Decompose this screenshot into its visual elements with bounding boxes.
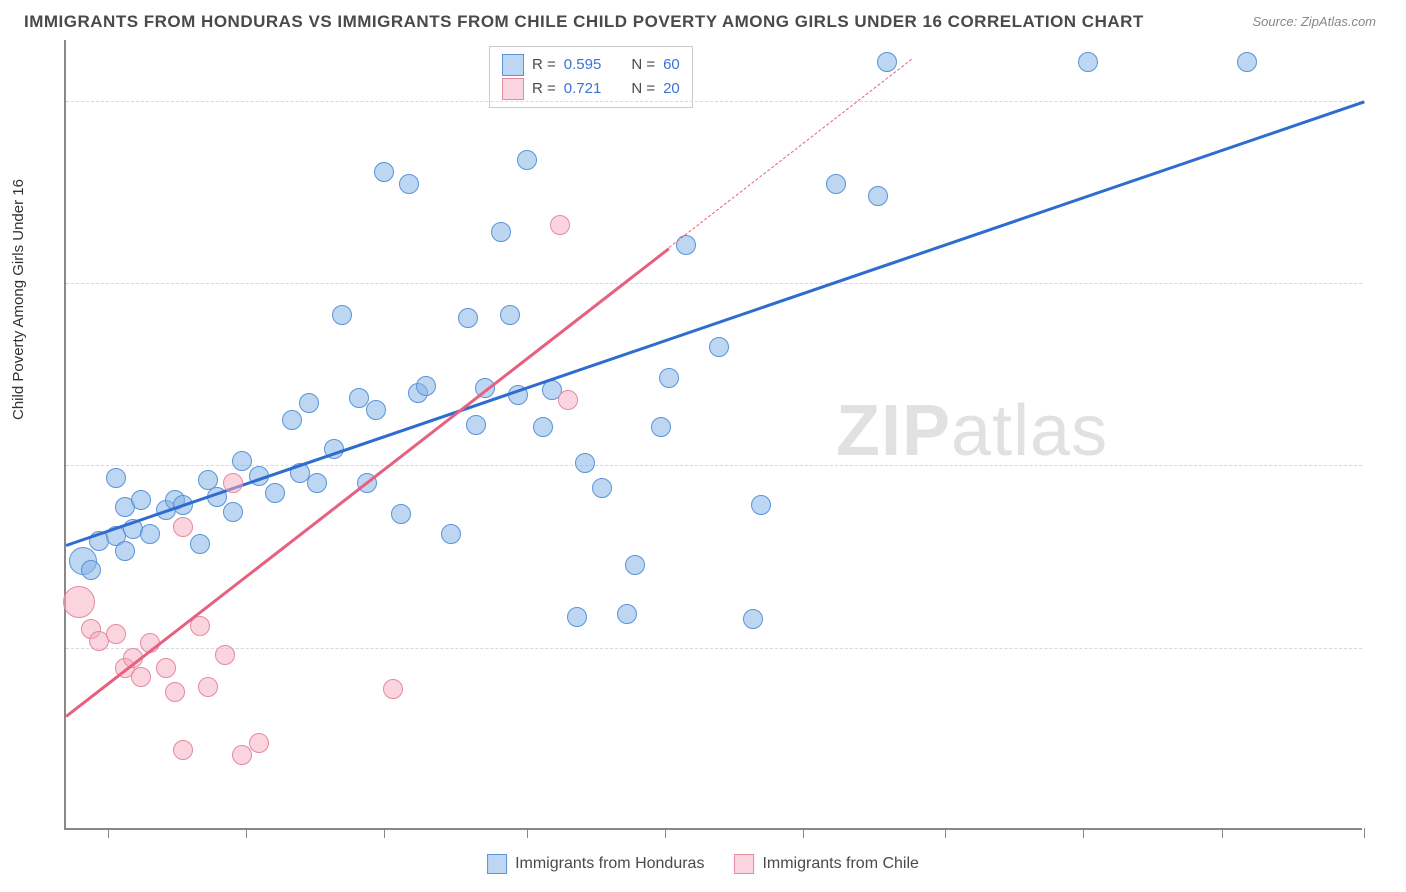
stats-legend-row-honduras: R = 0.595 N = 60: [502, 53, 680, 77]
stat-r-label: R =: [532, 77, 556, 101]
data-point-honduras: [567, 607, 587, 627]
data-point-honduras: [659, 368, 679, 388]
data-point-chile: [156, 658, 176, 678]
data-point-chile: [550, 215, 570, 235]
bottom-legend-item: Immigrants from Chile: [734, 854, 918, 874]
data-point-chile: [106, 624, 126, 644]
data-point-honduras: [131, 490, 151, 510]
data-point-chile: [173, 740, 193, 760]
data-point-honduras: [751, 495, 771, 515]
data-point-honduras: [282, 410, 302, 430]
x-tick: [803, 828, 804, 838]
data-point-chile: [383, 679, 403, 699]
stat-r-label: R =: [532, 53, 556, 77]
y-axis-label: Child Poverty Among Girls Under 16: [10, 179, 27, 420]
data-point-honduras: [140, 524, 160, 544]
data-point-honduras: [391, 504, 411, 524]
legend-label: Immigrants from Honduras: [515, 855, 704, 873]
data-point-chile: [131, 667, 151, 687]
data-point-honduras: [416, 376, 436, 396]
data-point-honduras: [190, 534, 210, 554]
legend-swatch: [502, 78, 524, 100]
watermark-bold: ZIP: [836, 391, 951, 471]
data-point-honduras: [491, 222, 511, 242]
data-point-chile: [198, 677, 218, 697]
data-point-honduras: [617, 604, 637, 624]
data-point-honduras: [625, 555, 645, 575]
stat-n-value: 60: [663, 53, 680, 77]
data-point-honduras: [743, 609, 763, 629]
data-point-honduras: [307, 473, 327, 493]
data-point-honduras: [223, 502, 243, 522]
data-point-honduras: [265, 483, 285, 503]
stat-r-value: 0.721: [564, 77, 602, 101]
data-point-honduras: [466, 415, 486, 435]
data-point-honduras: [877, 52, 897, 72]
legend-label: Immigrants from Chile: [762, 855, 918, 873]
data-point-honduras: [299, 393, 319, 413]
gridline: [66, 283, 1362, 284]
watermark: ZIPatlas: [836, 390, 1108, 472]
data-point-honduras: [500, 305, 520, 325]
gridline: [66, 648, 1362, 649]
data-point-honduras: [232, 451, 252, 471]
trendline: [66, 101, 1365, 547]
legend-swatch: [502, 54, 524, 76]
data-point-honduras: [81, 560, 101, 580]
stat-r-value: 0.595: [564, 53, 602, 77]
x-tick: [945, 828, 946, 838]
data-point-honduras: [115, 541, 135, 561]
data-point-chile: [165, 682, 185, 702]
trendline: [65, 247, 669, 717]
data-point-honduras: [575, 453, 595, 473]
stat-n-label: N =: [631, 53, 655, 77]
chart-title: IMMIGRANTS FROM HONDURAS VS IMMIGRANTS F…: [24, 12, 1144, 32]
x-tick: [527, 828, 528, 838]
data-point-honduras: [374, 162, 394, 182]
data-point-honduras: [458, 308, 478, 328]
data-point-chile: [249, 733, 269, 753]
legend-swatch: [487, 854, 507, 874]
data-point-honduras: [1078, 52, 1098, 72]
data-point-honduras: [868, 186, 888, 206]
stats-legend-row-chile: R = 0.721 N = 20: [502, 77, 680, 101]
data-point-honduras: [399, 174, 419, 194]
data-point-honduras: [533, 417, 553, 437]
bottom-legend-item: Immigrants from Honduras: [487, 854, 704, 874]
data-point-honduras: [366, 400, 386, 420]
data-point-honduras: [826, 174, 846, 194]
data-point-chile: [63, 586, 95, 618]
x-tick: [246, 828, 247, 838]
watermark-rest: atlas: [951, 391, 1108, 471]
data-point-chile: [215, 645, 235, 665]
data-point-honduras: [1237, 52, 1257, 72]
data-point-honduras: [651, 417, 671, 437]
x-tick: [108, 828, 109, 838]
source-label: Source: ZipAtlas.com: [1252, 14, 1376, 29]
bottom-legend: Immigrants from Honduras Immigrants from …: [487, 854, 919, 874]
data-point-honduras: [441, 524, 461, 544]
data-point-honduras: [106, 468, 126, 488]
data-point-honduras: [517, 150, 537, 170]
data-point-honduras: [709, 337, 729, 357]
stat-n-label: N =: [631, 77, 655, 101]
data-point-chile: [558, 390, 578, 410]
data-point-chile: [232, 745, 252, 765]
gridline: [66, 101, 1362, 102]
data-point-chile: [173, 517, 193, 537]
stats-legend-box: R = 0.595 N = 60 R = 0.721 N = 20: [489, 46, 693, 108]
x-tick: [1222, 828, 1223, 838]
legend-swatch: [734, 854, 754, 874]
x-tick: [1364, 828, 1365, 838]
trendline-extension: [669, 58, 912, 247]
data-point-honduras: [592, 478, 612, 498]
x-tick: [384, 828, 385, 838]
x-tick: [665, 828, 666, 838]
x-tick: [1083, 828, 1084, 838]
data-point-chile: [223, 473, 243, 493]
stat-n-value: 20: [663, 77, 680, 101]
data-point-honduras: [332, 305, 352, 325]
plot-area: ZIPatlas R = 0.595 N = 60 R = 0.721 N = 20: [64, 40, 1362, 830]
